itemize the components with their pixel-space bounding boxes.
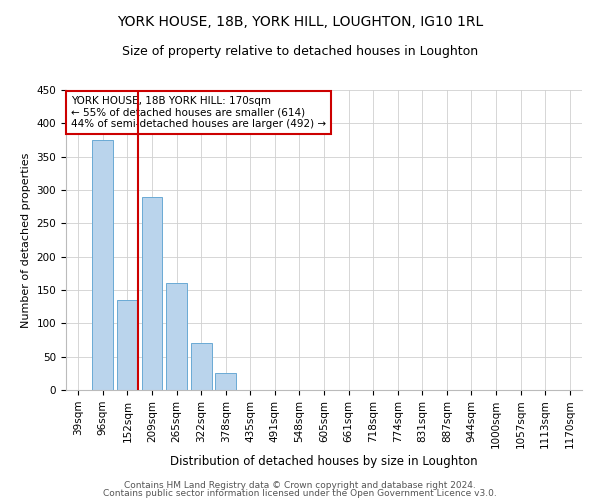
Bar (191, 344, 212, 390)
Text: YORK HOUSE, 18B YORK HILL: 170sqm
← 55% of detached houses are smaller (614)
44%: YORK HOUSE, 18B YORK HILL: 170sqm ← 55% … (71, 96, 326, 129)
Bar (142, 196, 163, 390)
Text: YORK HOUSE, 18B, YORK HILL, LOUGHTON, IG10 1RL: YORK HOUSE, 18B, YORK HILL, LOUGHTON, IG… (117, 15, 483, 29)
Bar (166, 284, 187, 390)
Y-axis label: Number of detached properties: Number of detached properties (21, 152, 31, 328)
X-axis label: Distribution of detached houses by size in Loughton: Distribution of detached houses by size … (170, 456, 478, 468)
Bar (92, 140, 113, 390)
Text: Size of property relative to detached houses in Loughton: Size of property relative to detached ho… (122, 45, 478, 58)
Bar (117, 300, 138, 390)
Text: Contains public sector information licensed under the Open Government Licence v3: Contains public sector information licen… (103, 488, 497, 498)
Bar (215, 374, 236, 390)
Text: Contains HM Land Registry data © Crown copyright and database right 2024.: Contains HM Land Registry data © Crown c… (124, 481, 476, 490)
